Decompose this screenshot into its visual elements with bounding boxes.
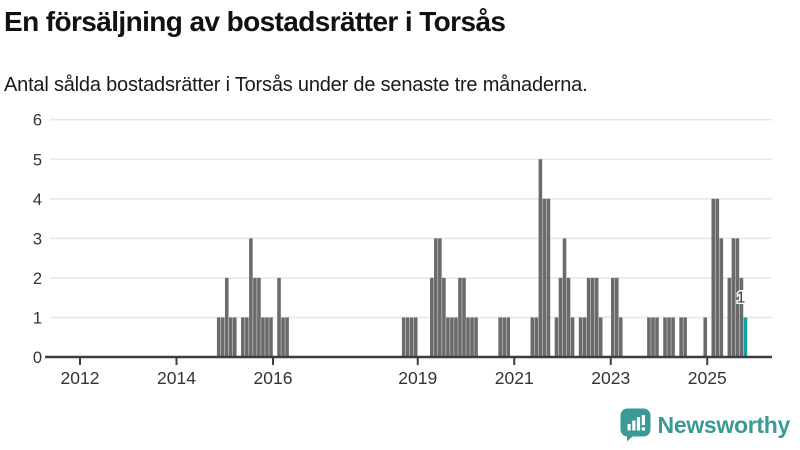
bar xyxy=(542,198,547,357)
bar xyxy=(458,277,462,357)
bar xyxy=(506,317,511,357)
bar xyxy=(562,238,567,357)
chart-title: En försäljning av bostadsrätter i Torsås xyxy=(4,6,506,37)
bar xyxy=(430,277,434,357)
bar xyxy=(241,317,245,357)
bar xyxy=(454,317,458,357)
bar xyxy=(466,317,470,357)
bar xyxy=(570,317,575,357)
bar xyxy=(442,277,446,357)
bar xyxy=(566,277,571,357)
bar xyxy=(401,317,406,357)
bar xyxy=(663,317,667,357)
bar xyxy=(450,317,454,357)
bar xyxy=(578,317,583,357)
y-tick-label: 0 xyxy=(33,349,42,367)
bar xyxy=(554,317,559,357)
bar xyxy=(257,277,261,357)
y-tick-label: 5 xyxy=(33,151,42,169)
bar xyxy=(711,198,716,357)
bar xyxy=(651,317,655,357)
y-tick-label: 6 xyxy=(33,112,42,130)
bar xyxy=(703,317,708,357)
x-tick-label: 2012 xyxy=(61,368,100,388)
bar xyxy=(594,277,599,357)
bar xyxy=(409,317,414,357)
chart-subtitle: Antal sålda bostadsrätter i Torsås under… xyxy=(4,74,588,96)
x-tick-label: 2021 xyxy=(495,368,534,388)
bar xyxy=(598,317,603,357)
y-tick-label: 3 xyxy=(33,230,42,248)
bar xyxy=(474,317,478,357)
bar xyxy=(434,238,438,357)
bar xyxy=(269,317,273,357)
bar xyxy=(715,198,720,357)
y-tick-label: 1 xyxy=(33,309,42,327)
bar xyxy=(731,238,736,357)
bar xyxy=(679,317,683,357)
bar xyxy=(216,317,221,357)
value-label: 1 xyxy=(737,289,746,306)
x-tick-label: 2019 xyxy=(398,368,437,388)
x-tick-label: 2016 xyxy=(254,368,293,388)
bar xyxy=(655,317,659,357)
bar xyxy=(719,238,724,357)
bar xyxy=(619,317,623,357)
bar xyxy=(277,277,281,357)
bar xyxy=(228,317,233,357)
bar xyxy=(462,277,466,357)
bar xyxy=(438,238,442,357)
bar xyxy=(224,277,229,357)
bar xyxy=(220,317,225,357)
bar xyxy=(245,317,249,357)
bar xyxy=(667,317,671,357)
y-tick-label: 2 xyxy=(33,270,42,288)
bar xyxy=(261,317,265,357)
newsworthy-logo-text: Newsworthy xyxy=(657,411,791,438)
x-tick-label: 2023 xyxy=(591,368,630,388)
bar xyxy=(413,317,418,357)
bar xyxy=(265,317,269,357)
bar xyxy=(249,238,253,357)
bar xyxy=(610,277,615,357)
y-tick-label: 4 xyxy=(33,191,42,209)
bar xyxy=(285,317,289,357)
highlight-bar xyxy=(743,317,748,357)
bar xyxy=(498,317,502,357)
bar xyxy=(582,317,587,357)
bar xyxy=(530,317,535,357)
bar xyxy=(671,317,675,357)
bar xyxy=(586,277,591,357)
x-tick-label: 2025 xyxy=(688,368,727,388)
x-tick-label: 2014 xyxy=(157,368,196,388)
bar xyxy=(405,317,410,357)
bar xyxy=(470,317,474,357)
newsworthy-icon xyxy=(620,408,651,442)
bar xyxy=(683,317,687,357)
bar xyxy=(446,317,450,357)
bar xyxy=(281,317,285,357)
bar xyxy=(735,238,740,357)
bar xyxy=(502,317,506,357)
bar xyxy=(614,277,619,357)
bar xyxy=(534,317,539,357)
bar xyxy=(590,277,595,357)
bar xyxy=(233,317,237,357)
bar xyxy=(647,317,651,357)
bar xyxy=(727,277,732,357)
bar xyxy=(253,277,257,357)
bar xyxy=(558,277,563,357)
bar xyxy=(546,198,551,357)
bar xyxy=(538,159,543,357)
newsworthy-logo: Newsworthy xyxy=(620,408,790,442)
bar xyxy=(739,277,744,357)
